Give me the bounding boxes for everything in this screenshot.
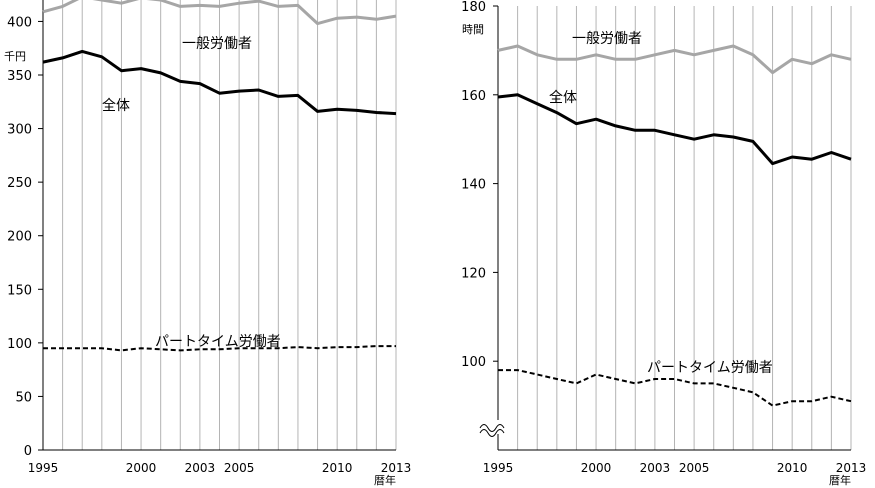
chart2-x-tick-label: 2010 xyxy=(777,461,808,475)
chart1-x-tick-label: 2003 xyxy=(185,461,216,475)
chart2-x-tick-label: 2000 xyxy=(581,461,612,475)
chart2-y-tick-label: 100 xyxy=(461,355,486,370)
chart1-y-tick-label: 300 xyxy=(7,123,32,138)
chart2-series-label-1: 一般労働者 xyxy=(572,31,642,47)
chart1-y-unit: 千円 xyxy=(4,50,26,63)
chart2-x-tick-label: 2013 xyxy=(836,461,867,475)
chart2-y-tick-label: 180 xyxy=(461,0,486,15)
chart1-x-tick-label: 2005 xyxy=(224,461,255,475)
chart1-series-label-3: パートタイム労働者 xyxy=(155,334,281,350)
chart2-x-unit: 暦年 xyxy=(829,473,851,487)
chart1-y-tick-label: 50 xyxy=(15,390,32,405)
chart1-x-tick-label: 2010 xyxy=(322,461,353,475)
chart1-y-tick-label: 350 xyxy=(7,69,32,84)
chart2-series-line-3 xyxy=(498,369,852,407)
chart2-series-label-3: パートタイム労働者 xyxy=(647,360,773,376)
chart2-series-label-2: 全体 xyxy=(549,89,577,106)
chart2-x-tick-label: 1995 xyxy=(483,461,514,475)
chart1-y-tick-label: 200 xyxy=(7,230,32,245)
chart1-y-tick-label: 400 xyxy=(7,15,32,30)
chart1-series-line-3 xyxy=(43,345,396,352)
chart1-y-tick-label: 0 xyxy=(24,444,32,459)
chart1-x-tick-label: 2013 xyxy=(381,461,412,475)
chart1-x-unit: 暦年 xyxy=(374,473,396,487)
chart2-y-tick-label: 160 xyxy=(461,89,486,104)
chart1-series-label-2: 全体 xyxy=(102,97,130,114)
chart1-series-label-1: 一般労働者 xyxy=(182,36,252,52)
chart1-x-tick-label: 1995 xyxy=(28,461,59,475)
chart2-x-tick-label: 2005 xyxy=(679,461,710,475)
chart1-x-tick-label: 2000 xyxy=(126,461,157,475)
chart2-series-line-2 xyxy=(497,93,852,166)
chart2-y-tick-label: 120 xyxy=(461,266,486,281)
chart2-axis-break-mark xyxy=(479,429,505,437)
chart2-y-tick-label: 140 xyxy=(461,178,486,193)
chart2-y-unit: 時間 xyxy=(462,23,484,36)
chart1-series-line-2 xyxy=(42,49,397,116)
chart2-axis-break-mask xyxy=(480,420,500,434)
chart2-x-tick-label: 2003 xyxy=(640,461,671,475)
chart1-y-tick-label: 150 xyxy=(7,283,32,298)
chart2-series-line-1 xyxy=(497,44,852,75)
chart1-y-tick-label: 100 xyxy=(7,337,32,352)
chart1-y-tick-label: 250 xyxy=(7,176,32,191)
chart2-axis-break-mark xyxy=(479,424,505,432)
chart1-series-line-1 xyxy=(42,0,397,26)
